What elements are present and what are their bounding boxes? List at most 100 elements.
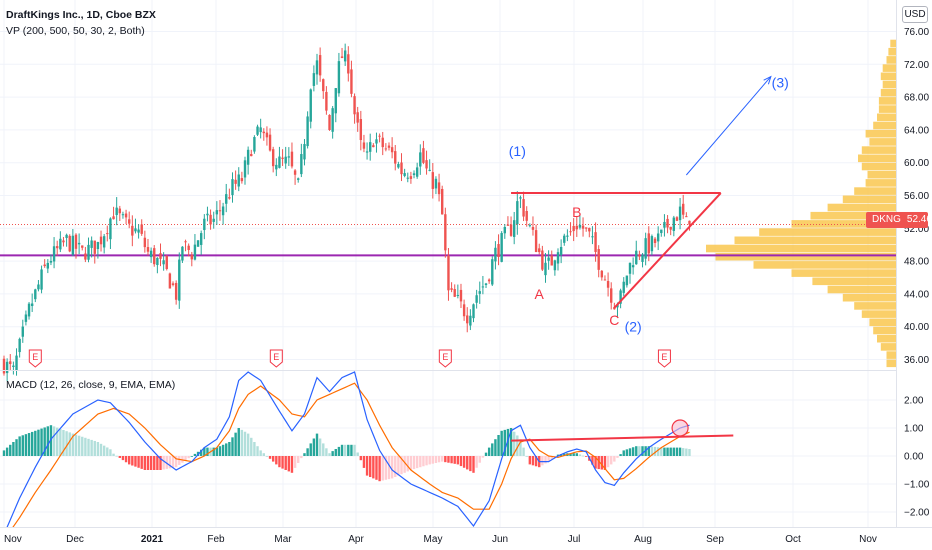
currency-badge[interactable]: USD [902,6,928,23]
histogram-bar [403,456,406,473]
histogram-bar [550,456,553,460]
histogram-bar [428,456,431,465]
candle-body [106,233,109,235]
symbol-legend[interactable]: DraftKings Inc., 1D, Cboe BZX [6,9,156,21]
histogram-bar [500,430,503,456]
histogram-bar [444,456,447,463]
histogram-bar [275,456,278,465]
histogram-bar [203,447,206,456]
macd-indicator-label: MACD (12, 26, close, 9, EMA, EMA) [6,379,176,391]
histogram-bar [675,447,679,456]
histogram-bar [65,431,68,456]
histogram-bar [409,456,413,470]
macd-tick-label: 0.00 [904,452,924,463]
histogram-bar [466,456,469,470]
volume-profile-bar [886,359,896,368]
histogram-bar [109,449,112,456]
histogram-bar [688,449,691,456]
histogram-bar [356,452,359,456]
histogram-bar [168,456,172,469]
volume-profile-bar [861,146,896,154]
candle-body [174,282,178,300]
candle-body [143,237,147,248]
histogram-bar [124,456,128,463]
candle-body [425,160,428,169]
histogram-bar [616,456,619,458]
candle-body [184,241,187,243]
candle-body [428,169,431,171]
histogram-bar [600,456,604,470]
macd-legend[interactable]: MACD (12, 26, close, 9, EMA, EMA) [6,379,175,391]
histogram-bar [462,456,466,468]
histogram-bar [93,440,96,456]
histogram-bar [647,446,650,456]
earnings-marker-shape [657,349,671,368]
volume-profile-bar [886,56,896,64]
earnings-marker[interactable]: E [28,349,42,368]
volume-profile-bar [706,244,896,253]
histogram-bar [212,447,215,456]
candle-body [394,151,397,164]
earnings-marker[interactable]: E [657,349,671,368]
volume-profile-bar [842,293,896,302]
histogram-bar [522,447,525,456]
vp-legend[interactable]: VP (200, 500, 50, 30, 2, Both) [6,25,145,37]
candle-body [544,262,547,276]
candle-body [212,218,215,222]
earnings-marker[interactable]: E [438,349,452,368]
histogram-bar [594,456,597,469]
candle-body [603,279,607,281]
candle-body [669,226,672,230]
histogram-bar [90,439,93,456]
histogram-bar [268,456,272,459]
histogram-bar [68,432,71,456]
histogram-bar [422,456,425,467]
candle-body [59,238,62,250]
candle-body [553,260,557,271]
histogram-bar [653,446,657,456]
histogram-bar [412,456,416,470]
histogram-bar [112,453,115,456]
histogram-bar [650,446,654,456]
candle-body [121,214,125,216]
candle-body [563,235,566,243]
histogram-bar [475,456,478,468]
histogram-bar [575,453,578,456]
candle-body [541,250,544,270]
candle-body [397,164,400,168]
candle-body [456,294,460,296]
volume-profile-bar [882,80,896,89]
histogram-bar [434,456,438,463]
candle-body [606,281,610,288]
volume-profile-bar [854,187,896,195]
candle-body [487,279,491,282]
candles [2,43,691,382]
histogram-bar [231,437,234,456]
candle-body [591,236,594,238]
histogram-bar [625,449,629,456]
histogram-bar [225,443,228,456]
histogram-bar [459,456,463,467]
histogram-bar [146,456,150,470]
candle-body [447,255,450,291]
histogram-bar [660,447,663,456]
volume-profile-bar [861,162,896,171]
candle-body [115,207,118,216]
earnings-marker[interactable]: E [269,349,283,368]
earnings-marker-label: E [661,352,667,362]
candle-body [322,79,325,92]
histogram-bar [328,453,331,456]
price-tick-label: 60.00 [904,158,929,169]
candle-body [400,162,403,175]
candle-body [381,137,384,148]
trendline [613,192,722,309]
candle-body [290,151,294,167]
candle-body [484,283,488,285]
candle-body [353,96,356,115]
histogram-bar [303,453,306,456]
histogram-bar [243,431,247,456]
time-tick-label: Oct [785,534,801,545]
histogram-bar [140,456,143,469]
candle-body [102,236,106,248]
